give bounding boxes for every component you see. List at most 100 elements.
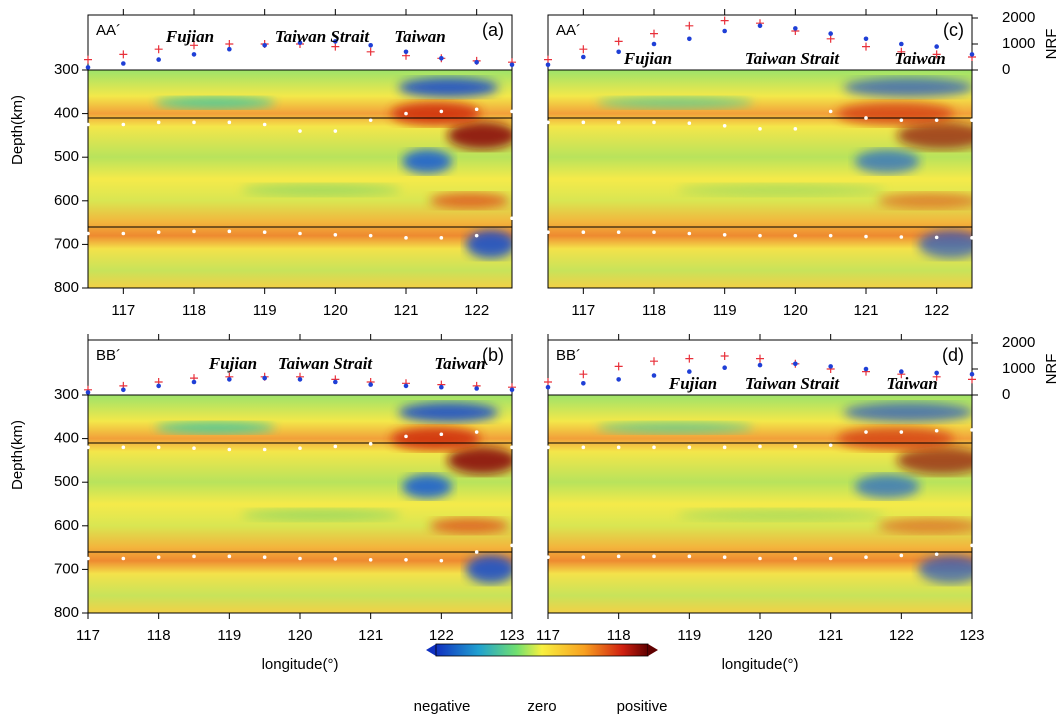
depth-pick [722,445,727,450]
nrf-point [121,387,126,393]
region-annotation: Taiwan Strait [745,374,841,393]
nrf-point [191,52,197,57]
depth-pick [404,236,408,240]
depth-pick [616,120,621,125]
depth-pick [262,447,267,452]
region-annotation: Taiwan [886,374,937,393]
colorbar-label: zero [527,698,556,715]
panel: 117 118 119 120 121 122 0 1000 2000 NRF AA´ (c) Fuji… [544,9,1060,319]
nrf-point [722,365,727,371]
depth-pick [439,558,444,563]
heatmap-feature [837,101,955,126]
colorbar-label: negative [414,698,471,715]
depth-pick [934,235,939,240]
depth-pick [828,556,833,561]
nrf-point [579,370,588,379]
region-annotation: Fujian [668,374,717,393]
depth-pick [156,555,161,559]
y2-tick-label: 1000 [1002,35,1035,52]
depth-pick [86,122,90,127]
depth-pick [368,233,373,238]
depth-pick [758,233,762,238]
y-tick-label: 700 [54,560,79,577]
y-tick-label: 500 [54,148,79,165]
nrf-point [333,39,338,44]
y-tick-label: 600 [54,192,79,209]
depth-pick [262,555,267,559]
nrf-point [545,62,551,68]
depth-pick [474,233,479,238]
depth-pick [899,430,904,434]
depth-pick [192,554,196,559]
nrf-point [84,55,92,64]
nrf-point [439,56,444,61]
depth-pick [192,446,196,450]
depth-pick [121,122,126,127]
y-tick-label: 500 [54,473,79,490]
x-tick-label: 123 [959,627,984,644]
depth-pick [864,116,868,120]
heatmap-feature [398,77,499,98]
nrf-point [685,354,694,363]
colorbar-label: positive [617,698,668,715]
heatmap-feature [155,96,276,109]
nrf-point [932,50,941,59]
y-tick-label: 300 [54,386,79,403]
depth-pick [970,428,974,432]
heatmap-feature [465,230,512,259]
depth-pick [581,555,586,559]
colorbar: negative zero positive [414,643,668,715]
depth-pick [616,230,621,234]
heatmap [88,70,512,288]
y-axis-label: Depth(km) [9,420,26,490]
nrf-point [651,373,657,378]
depth-pick [828,233,833,238]
nrf-point [579,45,588,54]
heatmap-feature [918,230,972,259]
depth-pick [793,127,798,131]
nrf-point [757,23,763,29]
depth-pick [864,555,868,559]
nrf-point [509,62,515,68]
depth-pick [439,432,444,437]
heatmap-feature [854,474,920,499]
y-axis-label: Depth(km) [9,95,26,165]
nrf-point [756,354,764,363]
profile-label: AA´ [556,22,581,39]
depth-pick [404,558,408,562]
nrf-point [85,65,91,70]
depth-pick [156,445,161,450]
nrf-point [331,42,340,51]
x-tick-label: 117 [76,627,100,644]
nrf-point [650,29,658,38]
nrf-point [614,37,623,46]
depth-pick [970,118,974,122]
heatmap-feature [429,517,510,534]
panel-label: (d) [942,345,964,365]
nrf-point [544,55,552,64]
depth-pick [758,556,762,561]
x-tick-label: 118 [182,302,206,319]
nrf-point [154,45,163,54]
x-tick-label: 118 [642,302,666,319]
nrf-point [545,384,551,390]
x-tick-label: 117 [571,302,595,319]
x-axis-label: longitude(°) [262,656,339,673]
depth-pick [581,120,586,125]
depth-pick [793,556,798,561]
nrf-point [650,357,658,366]
heatmap-feature [398,402,499,423]
depth-pick [192,229,196,234]
nrf-point [720,16,729,25]
nrf-point [687,36,692,42]
depth-pick [934,552,939,556]
nrf-point [544,378,552,386]
depth-pick [899,235,904,239]
nrf-point [474,59,479,65]
colorbar-arrow [648,644,658,656]
depth-pick [828,443,833,447]
depth-pick [899,553,904,558]
panel-label: (b) [482,345,504,365]
x-tick-label: 119 [713,302,737,319]
heatmap-feature [241,508,402,521]
